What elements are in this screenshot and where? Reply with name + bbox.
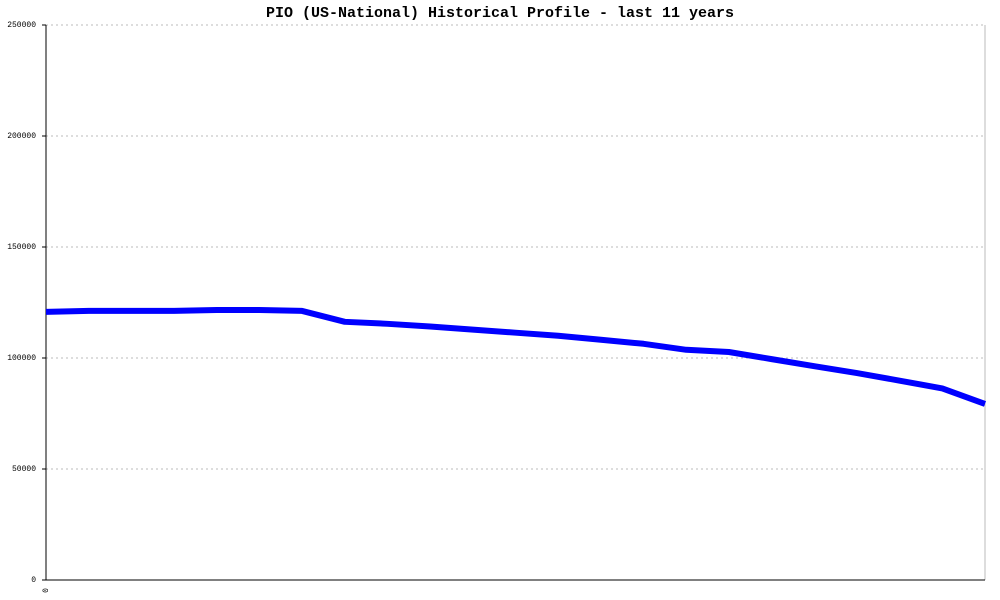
y-tick-label: 150000: [7, 243, 36, 252]
data-line: [45, 307, 987, 407]
y-tick-label: 0: [31, 576, 36, 585]
y-tick-label: 50000: [12, 465, 36, 474]
y-tick-label: 250000: [7, 21, 36, 30]
chart-title: PIO (US-National) Historical Profile - l…: [266, 5, 734, 22]
x-tick-label: 0: [42, 588, 51, 593]
y-tick-label: 100000: [7, 354, 36, 363]
y-tick-label: 200000: [7, 132, 36, 141]
